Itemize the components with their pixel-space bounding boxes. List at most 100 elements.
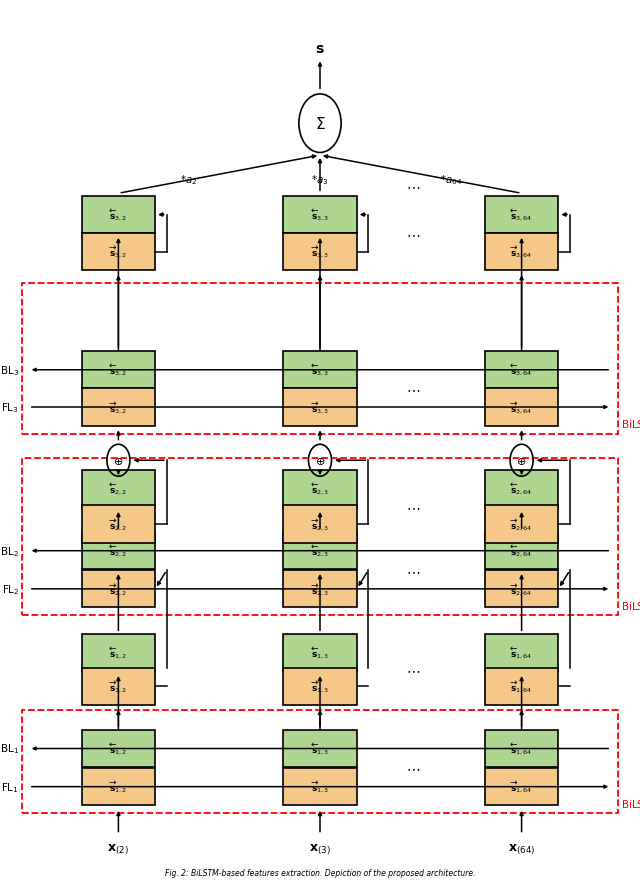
Text: $\mathrm{BL_3}$: $\mathrm{BL_3}$ [0,363,19,377]
Text: $\cdots$: $\cdots$ [406,563,420,577]
Text: $\mathrm{BiLSTM_1}$: $\mathrm{BiLSTM_1}$ [621,797,640,811]
Text: $\overrightarrow{\mathbf{s}}_{2,3}$: $\overrightarrow{\mathbf{s}}_{2,3}$ [311,581,329,597]
Text: $\mathrm{BiLSTM_2}$: $\mathrm{BiLSTM_2}$ [621,599,640,613]
Text: $\mathbf{x}_{(2)}$: $\mathbf{x}_{(2)}$ [108,842,129,856]
Text: $\overrightarrow{\mathbf{s}}_{2,64}$: $\overrightarrow{\mathbf{s}}_{2,64}$ [511,517,532,532]
Text: $\overleftarrow{\mathbf{s}}_{1,64}$: $\overleftarrow{\mathbf{s}}_{1,64}$ [511,741,532,757]
Text: $\overleftarrow{\mathbf{s}}_{3,64}$: $\overleftarrow{\mathbf{s}}_{3,64}$ [511,207,532,223]
Text: $\cdots$: $\cdots$ [406,761,420,774]
Text: $\overrightarrow{\mathbf{s}}_{3,64}$: $\overrightarrow{\mathbf{s}}_{3,64}$ [511,245,532,260]
Text: $\cdots$: $\cdots$ [406,382,420,396]
Text: $\mathrm{BL_2}$: $\mathrm{BL_2}$ [1,544,19,558]
Text: $\overleftarrow{\mathbf{s}}_{2,3}$: $\overleftarrow{\mathbf{s}}_{2,3}$ [311,481,329,497]
Text: $*a_3$: $*a_3$ [311,173,329,187]
Text: $\mathrm{BL_1}$: $\mathrm{BL_1}$ [0,742,19,756]
Text: $\overrightarrow{\mathbf{s}}_{1,3}$: $\overrightarrow{\mathbf{s}}_{1,3}$ [311,679,329,695]
Text: $\overrightarrow{\mathbf{s}}_{2,2}$: $\overrightarrow{\mathbf{s}}_{2,2}$ [109,581,127,597]
Text: $\overleftarrow{\mathbf{s}}_{2,3}$: $\overleftarrow{\mathbf{s}}_{2,3}$ [311,543,329,559]
FancyBboxPatch shape [485,532,558,570]
Text: $\overleftarrow{\mathbf{s}}_{3,64}$: $\overleftarrow{\mathbf{s}}_{3,64}$ [511,362,532,378]
Text: $\overrightarrow{\mathbf{s}}_{2,3}$: $\overrightarrow{\mathbf{s}}_{2,3}$ [311,517,329,532]
Text: $\overrightarrow{\mathbf{s}}_{3,64}$: $\overrightarrow{\mathbf{s}}_{3,64}$ [511,400,532,416]
FancyBboxPatch shape [485,668,558,705]
Text: $\overrightarrow{\mathbf{s}}_{1,2}$: $\overrightarrow{\mathbf{s}}_{1,2}$ [109,779,127,795]
FancyBboxPatch shape [485,506,558,543]
Text: $\overrightarrow{\mathbf{s}}_{3,2}$: $\overrightarrow{\mathbf{s}}_{3,2}$ [109,245,127,260]
Text: $\cdots$: $\cdots$ [406,227,420,241]
Text: $\overleftarrow{\mathbf{s}}_{1,3}$: $\overleftarrow{\mathbf{s}}_{1,3}$ [311,741,329,757]
Bar [22,458,618,616]
Text: $\overrightarrow{\mathbf{s}}_{2,64}$: $\overrightarrow{\mathbf{s}}_{2,64}$ [511,581,532,597]
FancyBboxPatch shape [485,389,558,426]
FancyBboxPatch shape [82,571,155,608]
Text: $\overrightarrow{\mathbf{s}}_{3,3}$: $\overrightarrow{\mathbf{s}}_{3,3}$ [311,245,329,260]
FancyBboxPatch shape [82,532,155,570]
Text: $\mathrm{FL_2}$: $\mathrm{FL_2}$ [1,582,19,596]
Text: $\overrightarrow{\mathbf{s}}_{3,3}$: $\overrightarrow{\mathbf{s}}_{3,3}$ [311,400,329,416]
FancyBboxPatch shape [283,234,357,271]
Bar [22,284,618,434]
Bar [22,711,618,813]
Text: $\overrightarrow{\mathbf{s}}_{2,2}$: $\overrightarrow{\mathbf{s}}_{2,2}$ [109,517,127,532]
Text: $\mathbf{x}_{(64)}$: $\mathbf{x}_{(64)}$ [508,842,535,856]
FancyBboxPatch shape [82,234,155,271]
FancyBboxPatch shape [283,470,357,508]
FancyBboxPatch shape [485,197,558,234]
Text: $\oplus$: $\oplus$ [516,455,527,466]
Text: $\cdots$: $\cdots$ [406,500,420,514]
FancyBboxPatch shape [283,389,357,426]
FancyBboxPatch shape [283,197,357,234]
Text: $\overleftarrow{\mathbf{s}}_{1,3}$: $\overleftarrow{\mathbf{s}}_{1,3}$ [311,645,329,661]
FancyBboxPatch shape [82,506,155,543]
Text: $\overrightarrow{\mathbf{s}}_{1,3}$: $\overrightarrow{\mathbf{s}}_{1,3}$ [311,779,329,795]
FancyBboxPatch shape [283,506,357,543]
FancyBboxPatch shape [283,768,357,805]
Text: $\overleftarrow{\mathbf{s}}_{2,64}$: $\overleftarrow{\mathbf{s}}_{2,64}$ [511,543,532,559]
FancyBboxPatch shape [82,634,155,672]
FancyBboxPatch shape [485,634,558,672]
FancyBboxPatch shape [82,668,155,705]
Text: $\overleftarrow{\mathbf{s}}_{3,3}$: $\overleftarrow{\mathbf{s}}_{3,3}$ [311,362,329,378]
FancyBboxPatch shape [485,470,558,508]
Text: $*a_{64}$: $*a_{64}$ [440,173,462,187]
FancyBboxPatch shape [485,352,558,389]
Text: $\cdots$: $\cdots$ [406,663,420,677]
Text: $\mathbf{x}_{(3)}$: $\mathbf{x}_{(3)}$ [309,842,331,856]
FancyBboxPatch shape [283,352,357,389]
FancyBboxPatch shape [485,768,558,805]
Text: $\overleftarrow{\mathbf{s}}_{3,3}$: $\overleftarrow{\mathbf{s}}_{3,3}$ [311,207,329,223]
FancyBboxPatch shape [82,352,155,389]
Text: $\cdots$: $\cdots$ [406,179,420,193]
Text: $\mathrm{BiLSTM_3}$: $\mathrm{BiLSTM_3}$ [621,417,640,431]
FancyBboxPatch shape [283,634,357,672]
Text: $\overrightarrow{\mathbf{s}}_{1,64}$: $\overrightarrow{\mathbf{s}}_{1,64}$ [511,679,532,695]
Text: Fig. 2: BiLSTM-based features extraction. Depiction of the proposed architecture: Fig. 2: BiLSTM-based features extraction… [164,868,476,877]
Text: $\overleftarrow{\mathbf{s}}_{1,64}$: $\overleftarrow{\mathbf{s}}_{1,64}$ [511,645,532,661]
Text: $\overleftarrow{\mathbf{s}}_{1,2}$: $\overleftarrow{\mathbf{s}}_{1,2}$ [109,645,127,661]
FancyBboxPatch shape [283,571,357,608]
Text: $\mathbf{s}$: $\mathbf{s}$ [315,42,325,56]
FancyBboxPatch shape [82,768,155,805]
Text: $\overrightarrow{\mathbf{s}}_{1,64}$: $\overrightarrow{\mathbf{s}}_{1,64}$ [511,779,532,795]
FancyBboxPatch shape [283,730,357,767]
Text: $\overrightarrow{\mathbf{s}}_{1,2}$: $\overrightarrow{\mathbf{s}}_{1,2}$ [109,679,127,695]
Text: $\overleftarrow{\mathbf{s}}_{3,2}$: $\overleftarrow{\mathbf{s}}_{3,2}$ [109,362,127,378]
Text: $\overleftarrow{\mathbf{s}}_{2,64}$: $\overleftarrow{\mathbf{s}}_{2,64}$ [511,481,532,497]
Text: $\oplus$: $\oplus$ [113,455,124,466]
FancyBboxPatch shape [283,668,357,705]
FancyBboxPatch shape [283,532,357,570]
FancyBboxPatch shape [82,389,155,426]
FancyBboxPatch shape [82,730,155,767]
Text: $\overleftarrow{\mathbf{s}}_{1,2}$: $\overleftarrow{\mathbf{s}}_{1,2}$ [109,741,127,757]
Text: $\oplus$: $\oplus$ [315,455,325,466]
FancyBboxPatch shape [485,234,558,271]
Text: $\overleftarrow{\mathbf{s}}_{3,2}$: $\overleftarrow{\mathbf{s}}_{3,2}$ [109,207,127,223]
FancyBboxPatch shape [82,470,155,508]
Text: $*a_2$: $*a_2$ [180,173,198,187]
Text: $\overrightarrow{\mathbf{s}}_{3,2}$: $\overrightarrow{\mathbf{s}}_{3,2}$ [109,400,127,416]
FancyBboxPatch shape [82,197,155,234]
Text: $\mathrm{FL_3}$: $\mathrm{FL_3}$ [1,400,19,415]
Text: $\overleftarrow{\mathbf{s}}_{2,2}$: $\overleftarrow{\mathbf{s}}_{2,2}$ [109,543,127,559]
Text: $\mathrm{FL_1}$: $\mathrm{FL_1}$ [1,780,19,794]
FancyBboxPatch shape [485,730,558,767]
